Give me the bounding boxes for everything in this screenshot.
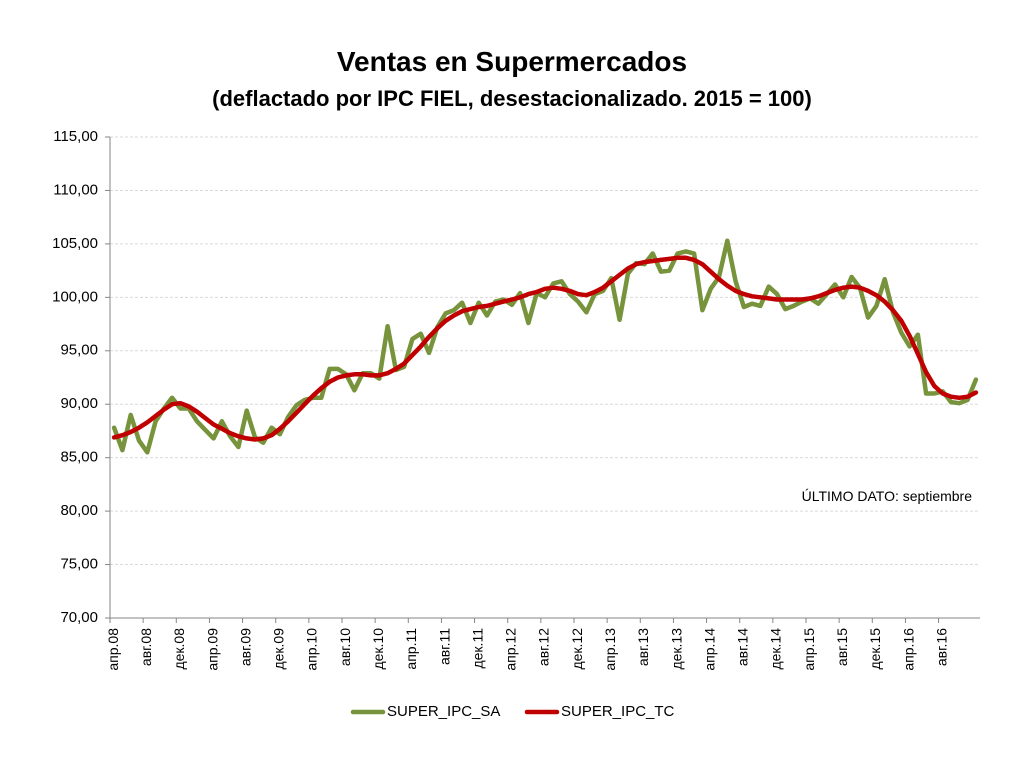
x-tick-label: апр.09 [204,628,220,671]
x-tick-label: апр.08 [105,628,121,671]
chart-subtitle: (deflactado por IPC FIEL, desestacionali… [212,86,812,111]
x-tick-label: апр.10 [304,628,320,671]
y-tick-label: 75,00 [60,556,98,573]
y-tick-label: 80,00 [60,502,98,519]
x-tick-label: авг.16 [933,628,949,666]
x-tick-label: дек.12 [569,628,585,670]
x-tick-label: дек.08 [171,628,187,670]
x-tick-label: дек.13 [668,628,684,670]
x-tick-label: дек.10 [370,628,386,670]
series-line-super_ipc_tc [111,255,979,442]
x-tick-label: авг.15 [834,628,850,666]
x-tick-label: апр.11 [403,628,419,670]
x-tick-label: апр.12 [503,628,519,671]
x-tick-label: авг.13 [635,628,651,666]
y-tick-label: 70,00 [60,609,98,626]
legend-label: SUPER_IPC_TC [561,703,675,720]
chart-title: Ventas en Supermercados [336,46,688,77]
y-tick-label: 100,00 [52,288,98,305]
series-line-super_ipc_sa [111,238,979,455]
legend-label: SUPER_IPC_SA [387,703,500,720]
x-tick-label: авг.09 [237,628,253,666]
x-tick-label: авг.10 [337,628,353,666]
y-tick-label: 85,00 [60,449,98,466]
x-tick-label: авг.14 [735,628,751,666]
x-tick-label: дек.11 [469,628,485,669]
x-tick-label: дек.15 [867,628,883,670]
x-tick-label: авг.11 [436,628,452,665]
x-tick-label: дек.14 [768,628,784,670]
y-tick-label: 110,00 [53,181,98,198]
annotation-last-data: ÚLTIMO DATO: septiembre [802,488,973,504]
y-tick-label: 105,00 [52,235,98,252]
x-tick-label: дек.09 [271,628,287,670]
x-tick-label: авг.08 [138,628,154,666]
x-tick-label: апр.13 [602,628,618,671]
x-tick-label: апр.14 [701,628,717,671]
y-tick-label: 95,00 [60,342,98,359]
y-tick-label: 90,00 [60,395,98,412]
x-tick-label: апр.15 [801,628,817,671]
x-tick-label: апр.16 [900,628,916,671]
x-tick-label: авг.12 [536,628,552,666]
y-tick-label: 115,00 [53,128,98,145]
